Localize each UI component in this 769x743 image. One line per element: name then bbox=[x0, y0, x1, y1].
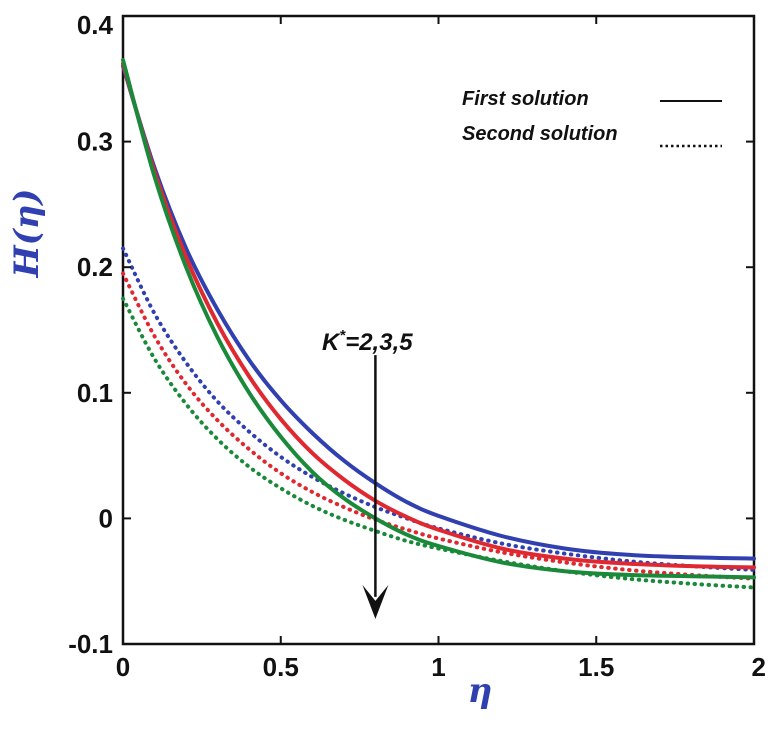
x-axis-title: η bbox=[468, 671, 493, 711]
y-tick-label: 0.2 bbox=[77, 252, 113, 282]
annotation-label: K*=2,3,5 bbox=[322, 327, 413, 356]
series-line-4 bbox=[121, 246, 756, 572]
x-tick-label: 0 bbox=[116, 652, 130, 682]
annotation-arrow-head bbox=[362, 584, 389, 619]
y-axis-title: H(η) bbox=[7, 188, 47, 278]
legend-label-first-solution: First solution bbox=[462, 88, 589, 110]
annotation: K*=2,3,5 bbox=[322, 327, 413, 619]
y-tick-label: 0.4 bbox=[77, 10, 114, 40]
annotation-star: * bbox=[339, 327, 346, 344]
legend-label-second-solution: Second solution bbox=[462, 123, 618, 145]
x-tick-label: 0.5 bbox=[263, 652, 299, 682]
series-line-3 bbox=[121, 58, 756, 580]
x-tick-label: 1.5 bbox=[578, 652, 614, 682]
series-line-6 bbox=[121, 296, 756, 590]
series-layer bbox=[121, 58, 756, 590]
legend: First solution Second solution bbox=[462, 88, 722, 148]
annotation-values: =2,3,5 bbox=[345, 329, 413, 356]
tick-layer bbox=[122, 15, 755, 645]
y-tick-label: 0 bbox=[99, 503, 113, 533]
tick-label-layer: 0 0.5 1 1.5 2-0.100.10.20.30.4 bbox=[68, 10, 766, 682]
series-line-1 bbox=[121, 64, 756, 561]
y-tick-label: -0.1 bbox=[68, 629, 113, 659]
series-line-5 bbox=[121, 271, 756, 581]
y-tick-label: 0.3 bbox=[77, 127, 113, 157]
x-tick-label: 2 bbox=[752, 652, 766, 682]
y-tick-label: 0.1 bbox=[77, 378, 113, 408]
x-tick-label: 1 bbox=[431, 652, 445, 682]
series-line-2 bbox=[121, 61, 756, 570]
annotation-k: K bbox=[322, 329, 341, 356]
